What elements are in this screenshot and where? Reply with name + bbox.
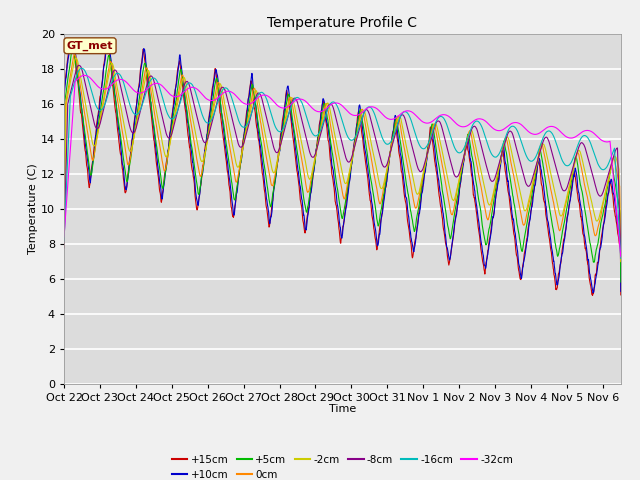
Legend: +15cm, +10cm, +5cm, 0cm, -2cm, -8cm, -16cm, -32cm: +15cm, +10cm, +5cm, 0cm, -2cm, -8cm, -16… <box>168 450 517 480</box>
Title: Temperature Profile C: Temperature Profile C <box>268 16 417 30</box>
Y-axis label: Temperature (C): Temperature (C) <box>28 163 38 254</box>
Text: GT_met: GT_met <box>67 41 113 51</box>
X-axis label: Time: Time <box>329 405 356 414</box>
